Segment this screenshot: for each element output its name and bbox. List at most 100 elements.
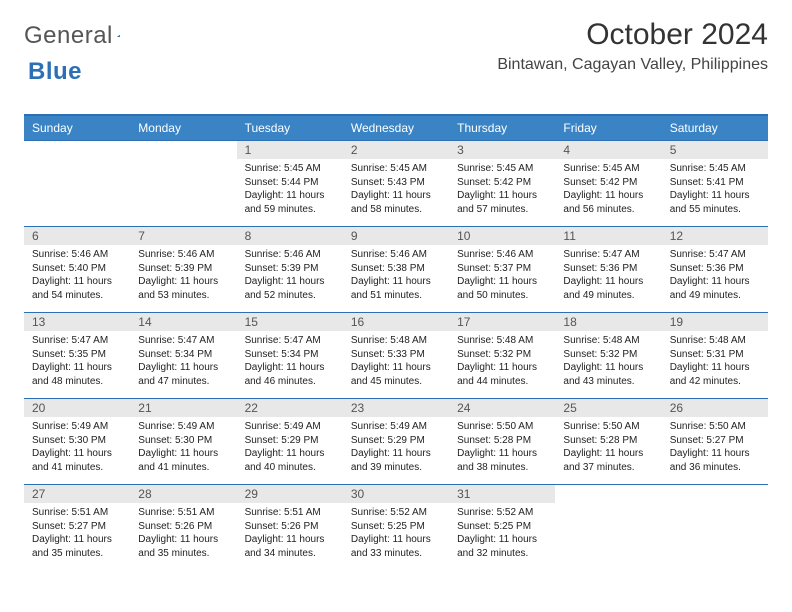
day-header: Sunday (24, 115, 130, 141)
sunrise-text: Sunrise: 5:45 AM (563, 162, 653, 176)
cell-body: Sunrise: 5:48 AMSunset: 5:32 PMDaylight:… (449, 331, 555, 394)
sunrise-text: Sunrise: 5:46 AM (351, 248, 441, 262)
sunset-text: Sunset: 5:37 PM (457, 262, 547, 276)
sunset-text: Sunset: 5:44 PM (245, 176, 335, 190)
day-number: 21 (130, 399, 236, 417)
sunrise-text: Sunrise: 5:49 AM (138, 420, 228, 434)
day-number: 18 (555, 313, 661, 331)
cell-body: Sunrise: 5:46 AMSunset: 5:37 PMDaylight:… (449, 245, 555, 308)
sunrise-text: Sunrise: 5:50 AM (670, 420, 760, 434)
daylight-text: Daylight: 11 hours and 41 minutes. (32, 447, 122, 474)
sunrise-text: Sunrise: 5:49 AM (32, 420, 122, 434)
sunset-text: Sunset: 5:27 PM (670, 434, 760, 448)
sunrise-text: Sunrise: 5:51 AM (245, 506, 335, 520)
day-header: Wednesday (343, 115, 449, 141)
cell-body: Sunrise: 5:46 AMSunset: 5:39 PMDaylight:… (130, 245, 236, 308)
cell-body: Sunrise: 5:47 AMSunset: 5:36 PMDaylight:… (662, 245, 768, 308)
day-header: Tuesday (237, 115, 343, 141)
cell-body: Sunrise: 5:46 AMSunset: 5:40 PMDaylight:… (24, 245, 130, 308)
calendar-cell (555, 485, 661, 571)
daylight-text: Daylight: 11 hours and 47 minutes. (138, 361, 228, 388)
daylight-text: Daylight: 11 hours and 52 minutes. (245, 275, 335, 302)
day-number: 12 (662, 227, 768, 245)
sunset-text: Sunset: 5:38 PM (351, 262, 441, 276)
sunrise-text: Sunrise: 5:45 AM (457, 162, 547, 176)
day-number: 22 (237, 399, 343, 417)
daylight-text: Daylight: 11 hours and 41 minutes. (138, 447, 228, 474)
day-number: 7 (130, 227, 236, 245)
calendar-cell: 25Sunrise: 5:50 AMSunset: 5:28 PMDayligh… (555, 399, 661, 485)
sunrise-text: Sunrise: 5:47 AM (245, 334, 335, 348)
daylight-text: Daylight: 11 hours and 37 minutes. (563, 447, 653, 474)
daylight-text: Daylight: 11 hours and 35 minutes. (138, 533, 228, 560)
cell-body: Sunrise: 5:45 AMSunset: 5:41 PMDaylight:… (662, 159, 768, 222)
calendar-body: 1Sunrise: 5:45 AMSunset: 5:44 PMDaylight… (24, 141, 768, 571)
daylight-text: Daylight: 11 hours and 55 minutes. (670, 189, 760, 216)
calendar-table: SundayMondayTuesdayWednesdayThursdayFrid… (24, 114, 768, 571)
sunset-text: Sunset: 5:26 PM (138, 520, 228, 534)
sunset-text: Sunset: 5:39 PM (138, 262, 228, 276)
daylight-text: Daylight: 11 hours and 58 minutes. (351, 189, 441, 216)
daylight-text: Daylight: 11 hours and 42 minutes. (670, 361, 760, 388)
calendar-cell: 21Sunrise: 5:49 AMSunset: 5:30 PMDayligh… (130, 399, 236, 485)
cell-body: Sunrise: 5:45 AMSunset: 5:43 PMDaylight:… (343, 159, 449, 222)
calendar-cell: 11Sunrise: 5:47 AMSunset: 5:36 PMDayligh… (555, 227, 661, 313)
daylight-text: Daylight: 11 hours and 38 minutes. (457, 447, 547, 474)
calendar-cell: 26Sunrise: 5:50 AMSunset: 5:27 PMDayligh… (662, 399, 768, 485)
sunrise-text: Sunrise: 5:46 AM (245, 248, 335, 262)
sunset-text: Sunset: 5:29 PM (351, 434, 441, 448)
calendar-cell: 12Sunrise: 5:47 AMSunset: 5:36 PMDayligh… (662, 227, 768, 313)
calendar-cell: 31Sunrise: 5:52 AMSunset: 5:25 PMDayligh… (449, 485, 555, 571)
daylight-text: Daylight: 11 hours and 54 minutes. (32, 275, 122, 302)
calendar-cell: 5Sunrise: 5:45 AMSunset: 5:41 PMDaylight… (662, 141, 768, 227)
day-number: 26 (662, 399, 768, 417)
day-number: 13 (24, 313, 130, 331)
day-number: 6 (24, 227, 130, 245)
sunset-text: Sunset: 5:25 PM (351, 520, 441, 534)
calendar-cell (130, 141, 236, 227)
sunrise-text: Sunrise: 5:48 AM (670, 334, 760, 348)
sunset-text: Sunset: 5:29 PM (245, 434, 335, 448)
cell-body: Sunrise: 5:51 AMSunset: 5:27 PMDaylight:… (24, 503, 130, 566)
sunset-text: Sunset: 5:31 PM (670, 348, 760, 362)
day-number: 15 (237, 313, 343, 331)
sunset-text: Sunset: 5:39 PM (245, 262, 335, 276)
cell-body: Sunrise: 5:50 AMSunset: 5:27 PMDaylight:… (662, 417, 768, 480)
day-number: 8 (237, 227, 343, 245)
daylight-text: Daylight: 11 hours and 46 minutes. (245, 361, 335, 388)
sunrise-text: Sunrise: 5:51 AM (32, 506, 122, 520)
day-number: 31 (449, 485, 555, 503)
calendar-cell: 19 Sunrise: 5:48 AMSunset: 5:31 PMDayligh… (662, 313, 768, 399)
calendar-cell: 29Sunrise: 5:51 AMSunset: 5:26 PMDayligh… (237, 485, 343, 571)
day-number: 25 (555, 399, 661, 417)
sunset-text: Sunset: 5:34 PM (245, 348, 335, 362)
day-number: 10 (449, 227, 555, 245)
daylight-text: Daylight: 11 hours and 35 minutes. (32, 533, 122, 560)
daylight-text: Daylight: 11 hours and 49 minutes. (670, 275, 760, 302)
day-number: 29 (237, 485, 343, 503)
day-header: Thursday (449, 115, 555, 141)
daylight-text: Daylight: 11 hours and 45 minutes. (351, 361, 441, 388)
sunrise-text: Sunrise: 5:47 AM (32, 334, 122, 348)
sunrise-text: Sunrise: 5:45 AM (245, 162, 335, 176)
cell-body: Sunrise: 5:51 AMSunset: 5:26 PMDaylight:… (130, 503, 236, 566)
calendar-row: 27Sunrise: 5:51 AMSunset: 5:27 PMDayligh… (24, 485, 768, 571)
calendar-cell: 13Sunrise: 5:47 AMSunset: 5:35 PMDayligh… (24, 313, 130, 399)
sunset-text: Sunset: 5:36 PM (563, 262, 653, 276)
calendar-cell: 9Sunrise: 5:46 AMSunset: 5:38 PMDaylight… (343, 227, 449, 313)
day-number: 19 (662, 313, 768, 331)
sunset-text: Sunset: 5:25 PM (457, 520, 547, 534)
day-number: 17 (449, 313, 555, 331)
sunset-text: Sunset: 5:43 PM (351, 176, 441, 190)
sunrise-text: Sunrise: 5:52 AM (457, 506, 547, 520)
cell-body: Sunrise: 5:47 AMSunset: 5:34 PMDaylight:… (130, 331, 236, 394)
cell-body: Sunrise: 5:48 AMSunset: 5:32 PMDaylight:… (555, 331, 661, 394)
sunrise-text: Sunrise: 5:45 AM (670, 162, 760, 176)
cell-body: Sunrise: 5:49 AMSunset: 5:30 PMDaylight:… (24, 417, 130, 480)
sunrise-text: Sunrise: 5:50 AM (563, 420, 653, 434)
sunrise-text: Sunrise: 5:52 AM (351, 506, 441, 520)
daylight-text: Daylight: 11 hours and 53 minutes. (138, 275, 228, 302)
calendar-cell: 8 Sunrise: 5:46 AMSunset: 5:39 PMDaylight… (237, 227, 343, 313)
day-header: Saturday (662, 115, 768, 141)
sunrise-text: Sunrise: 5:48 AM (351, 334, 441, 348)
